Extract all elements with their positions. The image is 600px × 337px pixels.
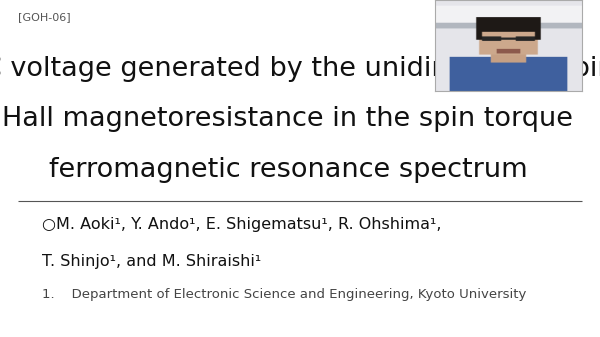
Text: DC voltage generated by the unidirectional spin: DC voltage generated by the unidirection… xyxy=(0,56,600,82)
Text: Hall magnetoresistance in the spin torque: Hall magnetoresistance in the spin torqu… xyxy=(2,106,574,132)
Text: ○M. Aoki¹, Y. Ando¹, E. Shigematsu¹, R. Ohshima¹,: ○M. Aoki¹, Y. Ando¹, E. Shigematsu¹, R. … xyxy=(42,217,442,233)
Text: T. Shinjo¹, and M. Shiraishi¹: T. Shinjo¹, and M. Shiraishi¹ xyxy=(42,254,261,270)
Text: [GOH-06]: [GOH-06] xyxy=(18,12,71,22)
Text: ferromagnetic resonance spectrum: ferromagnetic resonance spectrum xyxy=(49,157,527,183)
Text: 1.    Department of Electronic Science and Engineering, Kyoto University: 1. Department of Electronic Science and … xyxy=(42,288,526,301)
